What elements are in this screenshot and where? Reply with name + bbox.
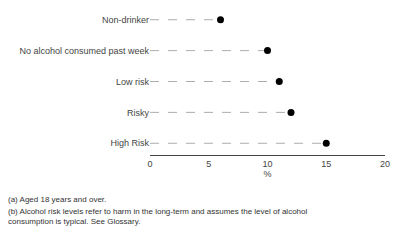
svg-text:5: 5 — [206, 159, 211, 169]
svg-text:Low risk: Low risk — [116, 77, 150, 87]
svg-text:%: % — [263, 169, 271, 179]
svg-text:15: 15 — [321, 159, 331, 169]
svg-text:0: 0 — [147, 159, 152, 169]
svg-text:10: 10 — [262, 159, 272, 169]
svg-text:Non-drinker: Non-drinker — [102, 15, 149, 25]
svg-text:(a) Aged 18 years and over.: (a) Aged 18 years and over. — [8, 195, 106, 204]
svg-text:Risky: Risky — [127, 108, 149, 118]
svg-text:No alcohol consumed past week: No alcohol consumed past week — [19, 46, 149, 56]
svg-text:20: 20 — [380, 159, 390, 169]
svg-text:High Risk: High Risk — [110, 138, 149, 148]
svg-text:(b) Alcohol risk levels refer: (b) Alcohol risk levels refer to harm in… — [8, 207, 307, 226]
